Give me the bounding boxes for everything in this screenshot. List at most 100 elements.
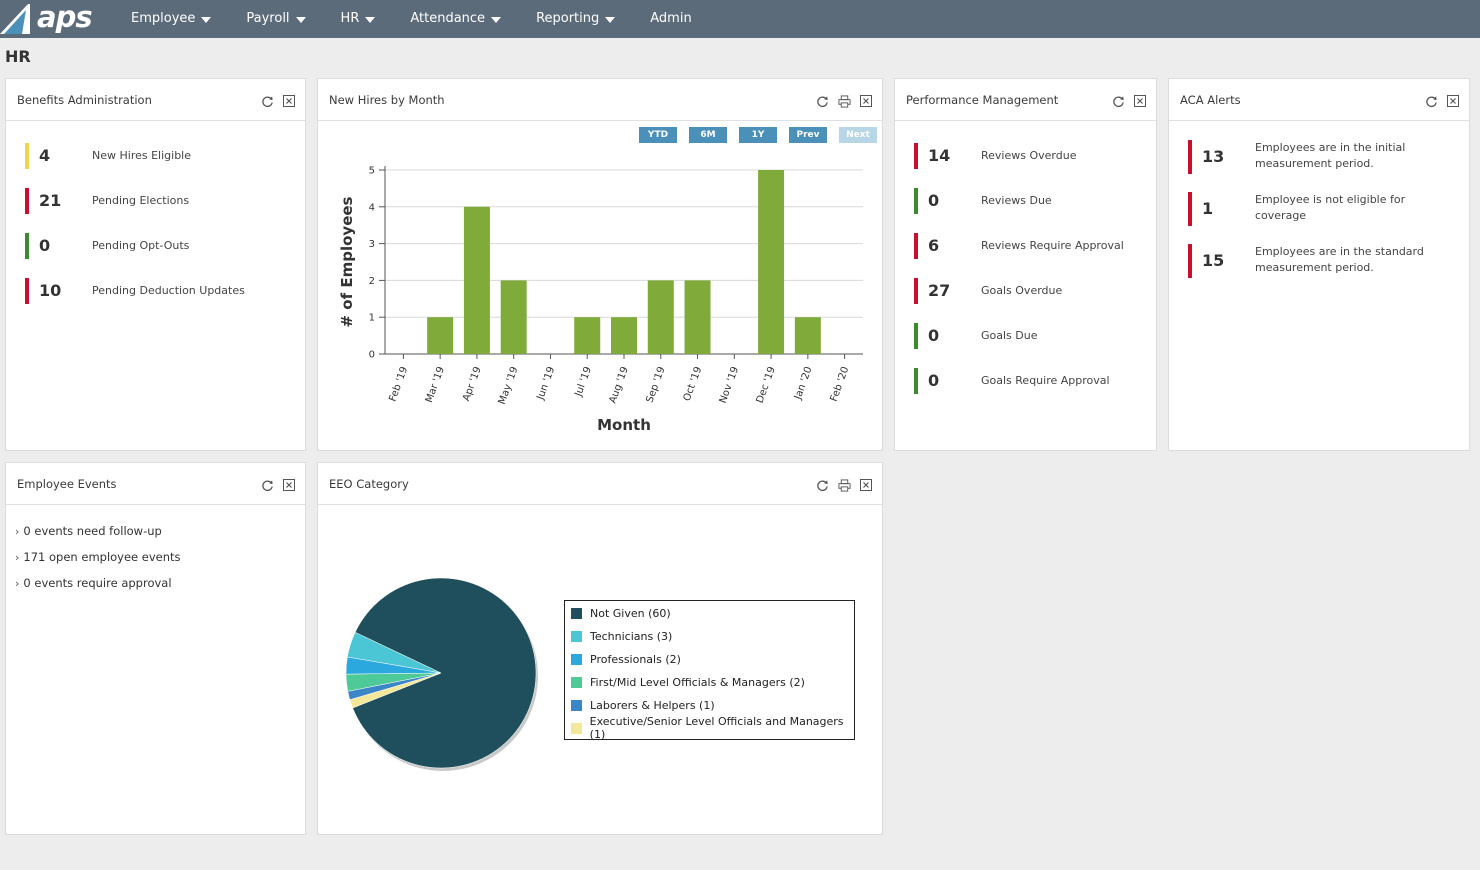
event-link[interactable]: › 0 events need follow-up xyxy=(15,524,162,538)
legend-item[interactable]: Technicians (3) xyxy=(571,629,672,643)
metric-row[interactable]: 0 Goals Due xyxy=(895,321,1156,351)
metric-label: Reviews Require Approval xyxy=(981,239,1124,252)
caret-down-icon xyxy=(605,16,616,23)
refresh-icon[interactable] xyxy=(259,477,275,493)
metric-value: 1 xyxy=(1202,199,1214,218)
x-tick-label: May '19 xyxy=(497,365,521,406)
x-tick-label: Jan '20 xyxy=(792,365,814,402)
metric-row[interactable]: 14 Reviews Overdue xyxy=(895,141,1156,171)
legend-item[interactable]: Executive/Senior Level Officials and Man… xyxy=(571,715,854,741)
nav-item-label: Payroll xyxy=(246,11,290,26)
widget-title: EEO Category xyxy=(329,477,409,491)
period-button-prev[interactable]: Prev xyxy=(789,127,827,143)
bar[interactable] xyxy=(463,206,490,354)
chevron-right-icon: › xyxy=(15,551,20,564)
x-tick-label: Feb '19 xyxy=(387,365,410,403)
aca-alert-row[interactable]: 13 Employees are in the initial measureme… xyxy=(1169,140,1469,176)
status-bar xyxy=(1188,244,1192,278)
nav-item-employee[interactable]: Employee xyxy=(120,0,222,38)
bar[interactable] xyxy=(574,317,601,354)
widget-title: Performance Management xyxy=(906,93,1059,107)
metric-label: Goals Overdue xyxy=(981,284,1063,297)
metric-row[interactable]: 27 Goals Overdue xyxy=(895,276,1156,306)
refresh-icon[interactable] xyxy=(1110,93,1126,109)
close-icon[interactable] xyxy=(858,93,874,109)
metric-row[interactable]: 4 New Hires Eligible xyxy=(6,141,305,171)
caret-down-icon xyxy=(491,16,502,23)
status-bar xyxy=(25,143,29,169)
nav-item-label: Attendance xyxy=(410,11,486,26)
widget-header: Employee Events xyxy=(6,463,305,505)
caret-down-icon xyxy=(365,16,376,23)
widget-header: EEO Category xyxy=(318,463,882,505)
nav-item-admin[interactable]: Admin xyxy=(639,0,702,38)
top-nav-bar: aps Employee Payroll HR Attendance Reporting… xyxy=(0,0,1480,38)
legend-item[interactable]: Laborers & Helpers (1) xyxy=(571,698,715,712)
nav-item-reporting[interactable]: Reporting xyxy=(525,0,626,38)
close-icon[interactable] xyxy=(858,477,874,493)
bar[interactable] xyxy=(611,317,637,354)
refresh-icon[interactable] xyxy=(814,477,830,493)
metric-label: Goals Require Approval xyxy=(981,374,1110,387)
bar[interactable] xyxy=(794,317,821,354)
x-tick-label: Apr '19 xyxy=(461,365,484,403)
refresh-icon[interactable] xyxy=(1423,93,1439,109)
close-icon[interactable] xyxy=(1445,93,1461,109)
pie-slice[interactable] xyxy=(349,672,442,709)
metric-row[interactable]: 0 Goals Require Approval xyxy=(895,366,1156,396)
print-icon[interactable] xyxy=(836,93,852,109)
metric-value: 27 xyxy=(928,281,951,300)
event-link[interactable]: › 171 open employee events xyxy=(15,550,181,564)
metric-row[interactable]: 21 Pending Elections xyxy=(6,186,305,216)
status-bar xyxy=(914,323,918,349)
metric-label: Employee is not eligible for coverage xyxy=(1255,193,1406,222)
metric-label: Pending Opt-Outs xyxy=(92,239,190,252)
metric-row[interactable]: 10 Pending Deduction Updates xyxy=(6,276,305,306)
bar[interactable] xyxy=(427,317,454,354)
pie-slice[interactable] xyxy=(352,577,537,769)
period-button-next[interactable]: Next xyxy=(839,127,877,143)
aps-logo[interactable]: aps xyxy=(0,0,110,38)
metric-row[interactable]: 6 Reviews Require Approval xyxy=(895,231,1156,261)
period-button-6m[interactable]: 6M xyxy=(689,127,727,143)
legend-item[interactable]: Professionals (2) xyxy=(571,652,681,666)
refresh-icon[interactable] xyxy=(814,93,830,109)
performance-widget: Performance Management 14 Reviews Overdue… xyxy=(894,78,1157,451)
metric-label: Employees are in the standard measuremen… xyxy=(1255,245,1424,274)
legend-swatch xyxy=(571,676,582,688)
legend-swatch xyxy=(571,607,582,619)
metric-label: Employees are in the initial measurement… xyxy=(1255,141,1406,170)
widget-header: ACA Alerts xyxy=(1169,79,1469,121)
aca-alert-row[interactable]: 15 Employees are in the standard measurem… xyxy=(1169,244,1469,280)
metric-label: Pending Deduction Updates xyxy=(92,284,245,297)
aca-alert-row[interactable]: 1 Employee is not eligible for coverage xyxy=(1169,192,1469,228)
close-icon[interactable] xyxy=(281,93,297,109)
legend-label: Not Given (60) xyxy=(590,606,671,620)
bar[interactable] xyxy=(684,280,711,354)
metric-value: 0 xyxy=(928,191,940,210)
event-link[interactable]: › 0 events require approval xyxy=(15,576,172,590)
legend-item[interactable]: First/Mid Level Officials & Managers (2) xyxy=(571,675,805,689)
nav-item-hr[interactable]: HR xyxy=(330,0,387,38)
nav-item-payroll[interactable]: Payroll xyxy=(235,0,316,38)
period-button-1y[interactable]: 1Y xyxy=(739,127,777,143)
metric-row[interactable]: 0 Pending Opt-Outs xyxy=(6,231,305,261)
close-icon[interactable] xyxy=(1132,93,1148,109)
print-icon[interactable] xyxy=(836,477,852,493)
widget-title: Benefits Administration xyxy=(17,93,152,107)
nav-item-attendance[interactable]: Attendance xyxy=(399,0,512,38)
status-bar xyxy=(914,278,918,304)
period-button-ytd[interactable]: YTD xyxy=(639,127,677,143)
bar[interactable] xyxy=(647,280,674,354)
aca-alerts-widget: ACA Alerts 13 Employees are in the initia… xyxy=(1168,78,1470,451)
close-icon[interactable] xyxy=(281,477,297,493)
widget-header: Benefits Administration xyxy=(6,79,305,121)
legend-item[interactable]: Not Given (60) xyxy=(571,606,671,620)
refresh-icon[interactable] xyxy=(259,93,275,109)
x-tick-label: Sep '19 xyxy=(644,365,667,404)
y-tick-label: 3 xyxy=(369,239,375,250)
event-label: 0 events require approval xyxy=(23,576,172,590)
bar[interactable] xyxy=(500,280,527,354)
bar[interactable] xyxy=(758,170,785,354)
metric-row[interactable]: 0 Reviews Due xyxy=(895,186,1156,216)
